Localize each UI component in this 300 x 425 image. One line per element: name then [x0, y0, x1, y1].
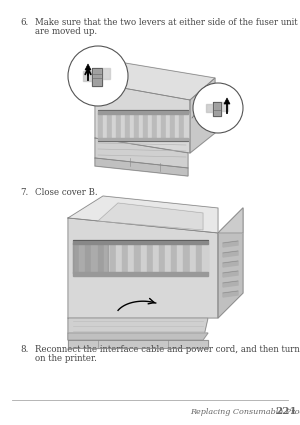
Polygon shape	[175, 113, 179, 138]
Polygon shape	[147, 243, 153, 273]
Polygon shape	[68, 333, 208, 340]
Polygon shape	[134, 243, 140, 273]
Polygon shape	[202, 243, 208, 273]
Polygon shape	[107, 113, 112, 138]
Polygon shape	[73, 243, 208, 273]
Polygon shape	[68, 196, 218, 233]
Polygon shape	[95, 138, 188, 168]
Polygon shape	[98, 110, 188, 114]
Polygon shape	[179, 113, 184, 138]
Polygon shape	[143, 113, 148, 138]
Polygon shape	[95, 83, 190, 153]
Polygon shape	[223, 261, 238, 267]
Polygon shape	[223, 251, 238, 257]
Polygon shape	[157, 113, 161, 138]
Polygon shape	[68, 218, 218, 318]
Polygon shape	[110, 243, 116, 273]
Text: Make sure that the two levers at either side of the fuser unit: Make sure that the two levers at either …	[35, 18, 298, 27]
Polygon shape	[213, 102, 221, 116]
Polygon shape	[98, 113, 103, 138]
Text: 6.: 6.	[20, 18, 28, 27]
Polygon shape	[83, 71, 92, 81]
Text: are moved up.: are moved up.	[35, 27, 97, 36]
Polygon shape	[152, 113, 157, 138]
Polygon shape	[170, 113, 175, 138]
Polygon shape	[223, 291, 238, 297]
Polygon shape	[68, 340, 208, 348]
Polygon shape	[125, 113, 130, 138]
Polygon shape	[223, 241, 238, 247]
Polygon shape	[92, 243, 98, 273]
Polygon shape	[184, 113, 188, 138]
Polygon shape	[196, 243, 202, 273]
Polygon shape	[153, 243, 159, 273]
Polygon shape	[103, 113, 107, 138]
Polygon shape	[223, 281, 238, 287]
Polygon shape	[95, 158, 188, 176]
Polygon shape	[102, 68, 110, 79]
Polygon shape	[190, 78, 215, 153]
Polygon shape	[73, 272, 208, 276]
Polygon shape	[104, 243, 110, 273]
Polygon shape	[218, 208, 243, 233]
Polygon shape	[177, 243, 184, 273]
Polygon shape	[98, 243, 104, 273]
Polygon shape	[112, 113, 116, 138]
Circle shape	[68, 46, 128, 106]
Polygon shape	[116, 113, 121, 138]
Polygon shape	[148, 113, 152, 138]
Text: Reconnect the interface cable and power cord, and then turn: Reconnect the interface cable and power …	[35, 345, 300, 354]
Polygon shape	[68, 318, 208, 340]
Polygon shape	[73, 243, 79, 273]
Polygon shape	[159, 243, 165, 273]
Polygon shape	[206, 104, 213, 112]
Polygon shape	[98, 113, 188, 138]
Text: 221: 221	[275, 407, 297, 416]
Polygon shape	[128, 243, 134, 273]
Polygon shape	[98, 138, 188, 141]
Polygon shape	[98, 203, 203, 230]
Polygon shape	[95, 63, 215, 100]
Polygon shape	[221, 102, 228, 111]
Polygon shape	[116, 243, 122, 273]
Text: Close cover B.: Close cover B.	[35, 188, 98, 197]
Polygon shape	[184, 243, 190, 273]
Polygon shape	[85, 64, 91, 70]
Polygon shape	[139, 113, 143, 138]
Polygon shape	[134, 113, 139, 138]
Polygon shape	[85, 243, 92, 273]
Text: on the printer.: on the printer.	[35, 354, 97, 363]
Text: 8.: 8.	[20, 345, 28, 354]
Circle shape	[193, 83, 243, 133]
Polygon shape	[122, 243, 128, 273]
Polygon shape	[166, 113, 170, 138]
Polygon shape	[224, 98, 230, 104]
Polygon shape	[161, 113, 166, 138]
Text: Replacing Consumable Products: Replacing Consumable Products	[190, 408, 300, 416]
Polygon shape	[218, 208, 243, 318]
Polygon shape	[92, 68, 102, 86]
Polygon shape	[130, 113, 134, 138]
Polygon shape	[190, 243, 196, 273]
Polygon shape	[79, 243, 85, 273]
Polygon shape	[73, 243, 108, 273]
Polygon shape	[171, 243, 177, 273]
Polygon shape	[223, 271, 238, 277]
Polygon shape	[165, 243, 171, 273]
Polygon shape	[73, 240, 208, 244]
Polygon shape	[121, 113, 125, 138]
Text: 7.: 7.	[20, 188, 28, 197]
Polygon shape	[140, 243, 147, 273]
